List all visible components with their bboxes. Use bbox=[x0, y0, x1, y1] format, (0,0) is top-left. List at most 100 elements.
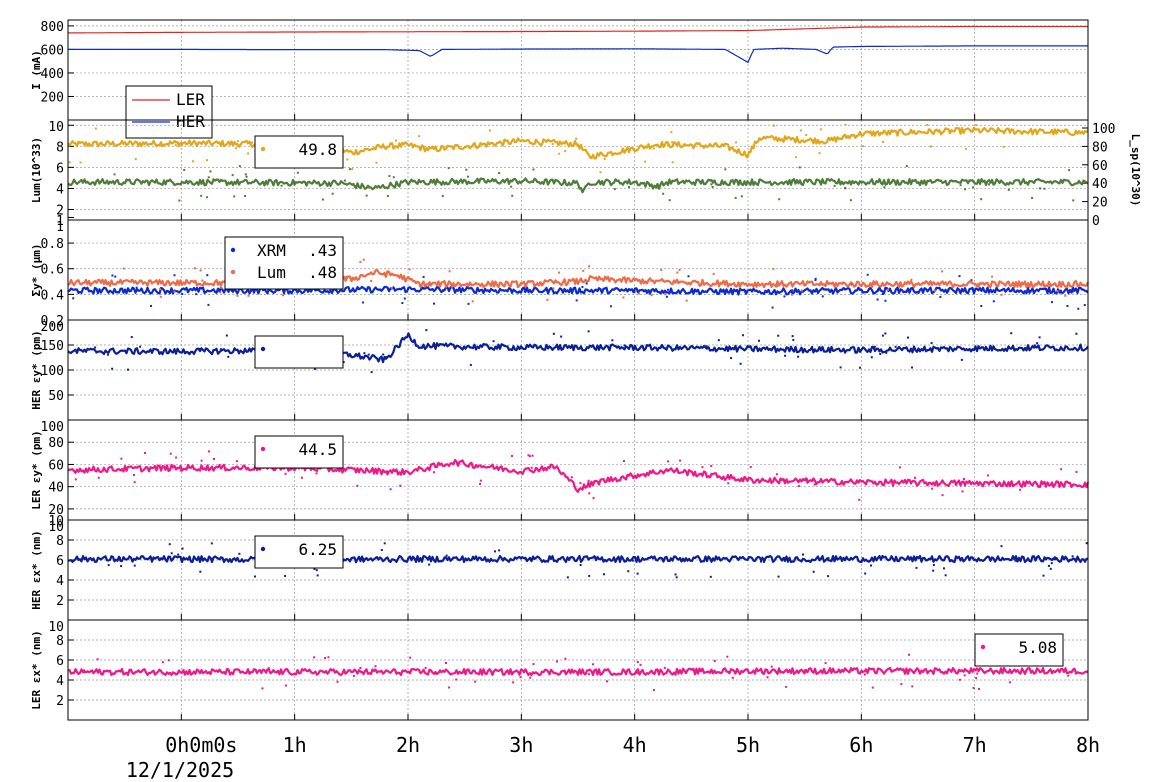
legend-her_ex: 6.25 bbox=[254, 535, 344, 569]
outlier-point bbox=[445, 554, 448, 557]
x-tick-label: 2h bbox=[396, 733, 420, 757]
outlier-point bbox=[352, 674, 355, 677]
legend-marker bbox=[230, 269, 236, 275]
outlier-point bbox=[528, 455, 531, 458]
outlier-point bbox=[687, 275, 690, 278]
legend-ler_ey: 44.5 bbox=[254, 435, 344, 469]
outlier-point bbox=[178, 199, 181, 202]
outlier-point bbox=[315, 569, 318, 572]
outlier-point bbox=[844, 187, 847, 190]
outlier-point bbox=[711, 185, 714, 188]
outlier-point bbox=[313, 567, 316, 570]
y-axis-label: LER εx* (nm) bbox=[30, 630, 43, 709]
outlier-point bbox=[592, 497, 595, 500]
outlier-point bbox=[800, 289, 803, 292]
outlier-point bbox=[388, 175, 391, 178]
outlier-point bbox=[675, 576, 678, 579]
outlier-point bbox=[296, 171, 299, 174]
outlier-point bbox=[871, 283, 874, 286]
outlier-point bbox=[173, 274, 176, 277]
y-right-tick-label: 80 bbox=[1092, 140, 1108, 155]
outlier-point bbox=[764, 136, 767, 139]
outlier-point bbox=[783, 557, 786, 560]
outlier-point bbox=[558, 152, 561, 155]
outlier-point bbox=[849, 199, 852, 202]
outlier-point bbox=[247, 152, 250, 155]
outlier-point bbox=[947, 289, 950, 292]
outlier-point bbox=[362, 557, 365, 560]
legend-box bbox=[254, 435, 344, 469]
outlier-point bbox=[1019, 488, 1022, 491]
legend-marker bbox=[230, 247, 236, 253]
outlier-point bbox=[207, 176, 210, 179]
outlier-point bbox=[975, 124, 978, 127]
y-tick-label: 50 bbox=[48, 389, 64, 404]
outlier-point bbox=[894, 345, 897, 348]
outlier-point bbox=[118, 556, 121, 559]
outlier-point bbox=[321, 198, 324, 201]
outlier-point bbox=[519, 676, 522, 679]
outlier-point bbox=[1014, 559, 1017, 562]
outlier-point bbox=[427, 284, 430, 287]
outlier-point bbox=[367, 353, 370, 356]
outlier-point bbox=[479, 668, 482, 671]
x-tick-label: 1h bbox=[283, 733, 307, 757]
outlier-point bbox=[671, 141, 674, 144]
outlier-point bbox=[327, 656, 330, 659]
legend-box bbox=[125, 85, 213, 139]
outlier-point bbox=[114, 275, 117, 278]
legend-marker bbox=[980, 644, 986, 650]
outlier-point bbox=[300, 476, 303, 479]
outlier-point bbox=[915, 566, 918, 569]
outlier-point bbox=[96, 658, 99, 661]
outlier-point bbox=[1000, 545, 1003, 548]
outlier-point bbox=[934, 289, 937, 292]
y-tick-label: 0.6 bbox=[41, 263, 64, 278]
outlier-point bbox=[805, 134, 808, 137]
y-tick-label: 6 bbox=[56, 161, 64, 176]
outlier-point bbox=[964, 147, 967, 150]
outlier-point bbox=[906, 336, 909, 339]
outlier-point bbox=[130, 278, 133, 281]
outlier-point bbox=[111, 367, 114, 370]
outlier-point bbox=[575, 299, 578, 302]
outlier-point bbox=[177, 553, 180, 556]
outlier-point bbox=[552, 332, 555, 335]
outlier-point bbox=[511, 194, 514, 197]
outlier-point bbox=[783, 295, 786, 298]
outlier-point bbox=[247, 294, 250, 297]
outlier-point bbox=[587, 330, 590, 333]
legend-ler_ex: 5.08 bbox=[974, 633, 1064, 667]
outlier-point bbox=[674, 573, 677, 576]
outlier-point bbox=[315, 472, 318, 475]
outlier-point bbox=[233, 195, 236, 198]
outlier-point bbox=[492, 340, 495, 343]
outlier-point bbox=[371, 468, 374, 471]
outlier-point bbox=[599, 171, 602, 174]
outlier-point bbox=[471, 300, 474, 303]
outlier-point bbox=[150, 304, 153, 307]
outlier-point bbox=[960, 358, 963, 361]
legend-box bbox=[974, 633, 1064, 667]
series-ler_ex-0 bbox=[67, 653, 1089, 692]
outlier-point bbox=[386, 194, 389, 197]
outlier-point bbox=[976, 672, 979, 675]
y-tick-label: 400 bbox=[41, 67, 64, 82]
outlier-point bbox=[346, 158, 349, 161]
outlier-point bbox=[592, 663, 595, 666]
outlier-point bbox=[792, 338, 795, 341]
outlier-point bbox=[441, 195, 444, 198]
outlier-point bbox=[139, 345, 142, 348]
outlier-point bbox=[611, 339, 614, 342]
outlier-point bbox=[392, 176, 395, 179]
panel-current: 200 400 600 800 I (mA) LER HER bbox=[30, 19, 1089, 139]
outlier-point bbox=[588, 574, 591, 577]
outlier-point bbox=[238, 552, 241, 555]
legend-name: Lum bbox=[257, 263, 286, 282]
outlier-point bbox=[1085, 542, 1088, 545]
outlier-point bbox=[169, 452, 172, 455]
outlier-point bbox=[428, 563, 431, 566]
outlier-point bbox=[261, 687, 264, 690]
outlier-point bbox=[113, 173, 116, 176]
y-axis-label: I (mA) bbox=[30, 50, 43, 90]
